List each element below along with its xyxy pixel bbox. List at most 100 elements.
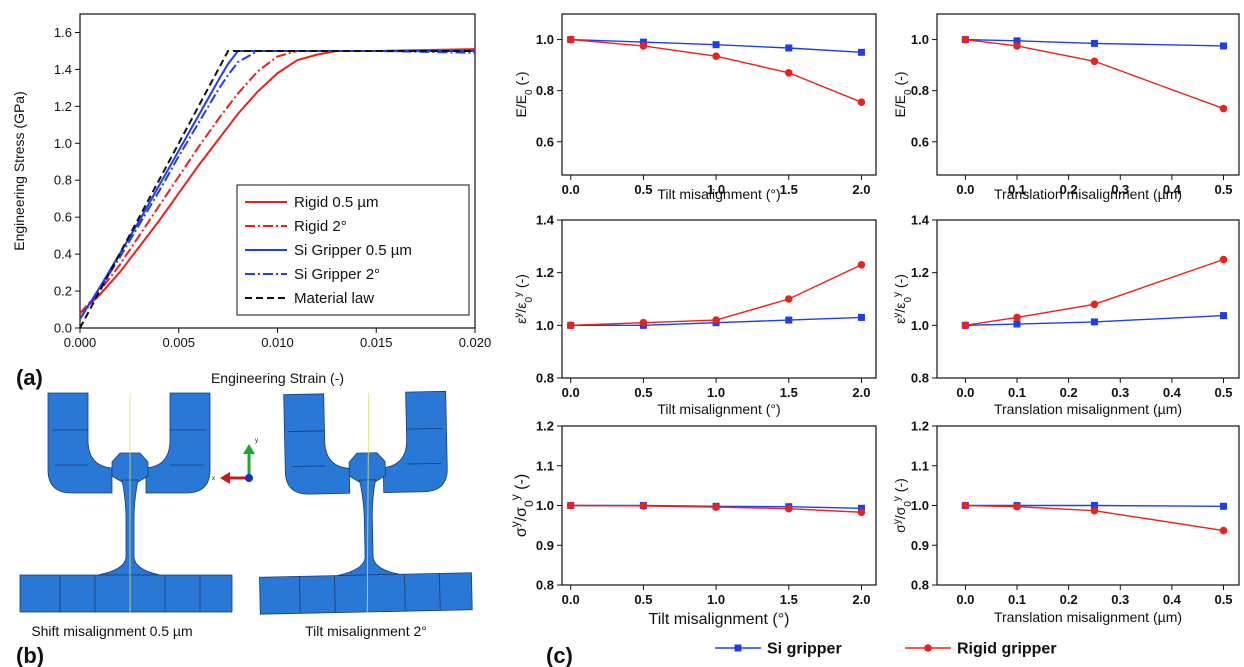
y-axis-label-part: E/E [513,95,529,118]
y-tick-label: 1.2 [536,419,554,434]
x-axis-label: Translation misalignment (µm) [994,401,1182,417]
y-tick-label: 0.8 [911,83,929,98]
x-axis-label: Tilt misalignment (°) [657,186,780,202]
marker [1220,312,1227,319]
x-tick-label: 0.5 [634,592,652,607]
y-axis-label-part: 0 [903,297,914,303]
x-axis-label: Tilt misalignment (°) [657,401,780,417]
marker [785,317,792,324]
marker [858,508,866,516]
y-tick-label: 0.8 [911,578,929,593]
marker [962,502,970,510]
y-tick-label: 1.0 [54,136,72,151]
y-tick-label: 1.6 [54,25,72,40]
panel-label: (c) [546,643,573,667]
series-line [571,265,862,326]
x-tick-label: 0.5 [1214,592,1232,607]
x-tick-label: 1.5 [780,182,798,197]
y-axis-label-part: (-) [513,274,529,292]
x-tick-label: 0.1 [1008,385,1026,400]
marker [712,52,720,60]
marker [858,261,866,269]
marker [640,502,648,510]
y-tick-label: 1.4 [536,213,555,228]
y-tick-label: 0.6 [911,134,929,149]
y-axis-label: Engineering Stress (GPa) [11,91,27,251]
y-tick-label: 1.2 [536,265,554,280]
x-tick-label: 0.1 [1008,592,1026,607]
legend-label: Si gripper [767,641,842,658]
y-tick-label: 1.2 [911,265,929,280]
x-tick-label: 1.0 [707,592,725,607]
y-axis-label-part: (-) [513,71,529,89]
x-tick-label: 2.0 [852,385,870,400]
marker [858,314,865,321]
x-tick-label: 0.0 [956,182,974,197]
marker [1013,503,1021,511]
marker [1013,42,1021,50]
legend-label: Rigid 2° [294,218,347,235]
axis-label: y [255,438,258,444]
legend-label: Si Gripper 0.5 µm [294,242,412,259]
fe-model-shift [20,393,232,612]
y-axis-label-part: 0 [524,297,535,303]
series-line [965,40,1223,109]
marker [1091,318,1098,325]
marker [567,322,575,330]
x-tick-label: 0.2 [1060,592,1078,607]
x-tick-label: 0.3 [1111,385,1129,400]
y-tick-label: 1.4 [54,62,72,77]
x-tick-label: 0.5 [1214,385,1232,400]
marker [640,42,648,50]
y-axis-label-part: 0 [903,501,914,507]
y-axis-label-part: E/E [892,95,908,118]
y-axis-label-part: σ [513,527,530,537]
x-tick-label: 0.015 [360,335,393,350]
x-tick-label: 1.5 [780,592,798,607]
x-tick-label: 0.000 [64,335,97,350]
caption: Tilt misalignment 2° [305,623,427,639]
y-axis-label: εy/ε0y (-) [513,274,535,324]
x-tick-label: 0.010 [261,335,294,350]
marker [1220,42,1227,49]
y-axis-label-part: 0 [522,500,536,507]
panel-label: (a) [16,365,43,390]
marker [785,44,792,51]
x-tick-label: 0.4 [1163,592,1182,607]
series-line [571,40,862,103]
y-axis-label: σy/σ0y (-) [892,478,914,533]
x-tick-label: 2.0 [852,182,870,197]
x-tick-label: 2.0 [852,592,870,607]
marker [1091,40,1098,47]
y-tick-label: 0.8 [536,578,554,593]
marker [1220,503,1227,510]
marker [640,319,648,327]
series-line [965,260,1223,326]
marker [1091,300,1099,308]
marker [858,98,866,106]
x-axis-label: Tilt misalignment (°) [649,611,790,628]
x-tick-label: 0.2 [1060,385,1078,400]
figure: (a) (b) (c) y x Shift misalignment 0.5 µ… [0,0,1244,667]
fe-model-tilt [256,391,473,614]
x-tick-label: 0.0 [956,592,974,607]
y-axis-label-part: σ [892,524,908,533]
marker [858,49,865,56]
x-axis-label: Translation misalignment (µm) [994,186,1182,202]
y-axis-label-part: /ε [892,303,908,313]
y-tick-label: 1.2 [54,99,72,114]
y-tick-label: 0.4 [54,247,72,262]
y-axis-label-part: (-) [513,474,530,494]
marker [1013,314,1021,322]
plot-frame [937,220,1239,378]
y-tick-label: 0.8 [911,371,929,386]
marker [567,36,575,44]
marker [713,41,720,48]
axis-label: x [212,476,215,482]
y-axis-label: σy/σ0y (-) [508,474,536,537]
marker [1091,507,1099,515]
y-tick-label: 0.8 [536,83,554,98]
x-axis-label: Engineering Strain (-) [211,370,344,386]
y-tick-label: 1.1 [911,458,929,473]
y-axis-label-part: /ε [513,303,529,313]
